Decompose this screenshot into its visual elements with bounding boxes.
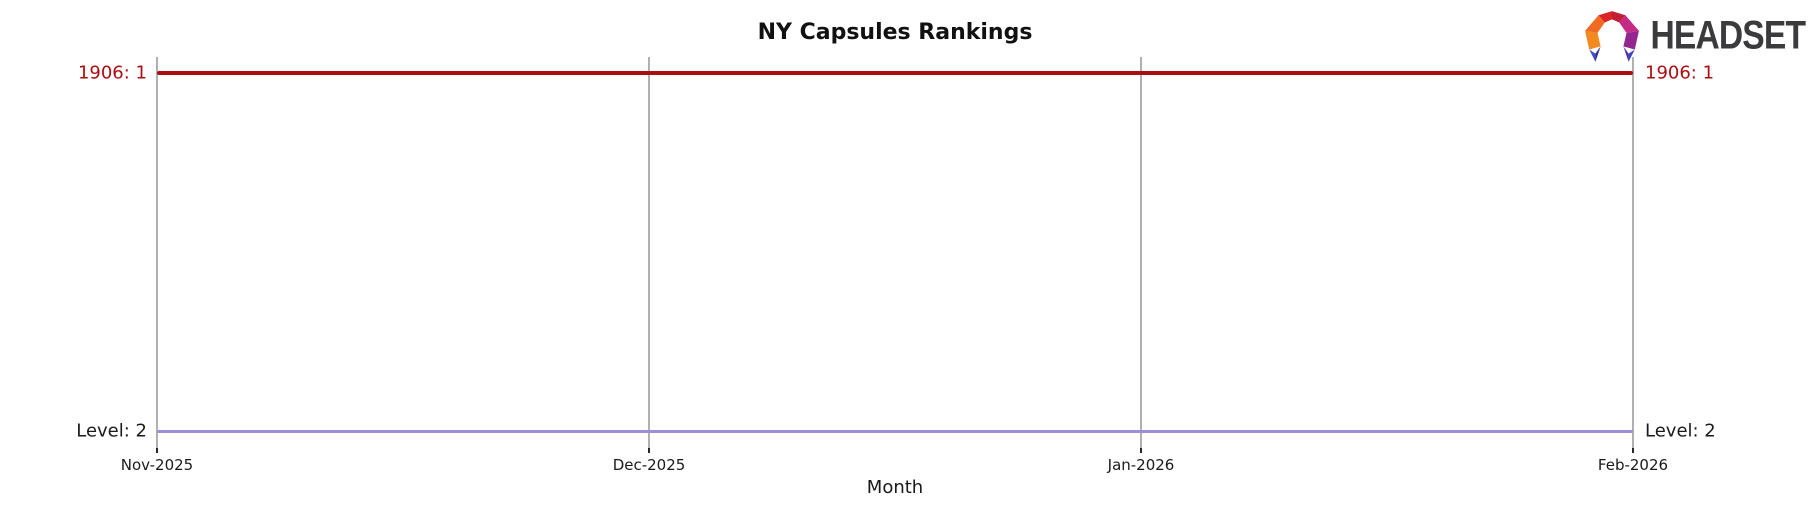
- headset-logo: HEADSET: [1583, 8, 1806, 64]
- chart-title: NY Capsules Rankings: [757, 20, 1033, 45]
- series-label-right-1906: 1906: 1: [1645, 62, 1715, 84]
- gridline-Jan-2026: [1140, 57, 1142, 448]
- x-tick-label-Jan-2026: Jan-2026: [1107, 456, 1175, 474]
- x-tick-Feb-2026: [1632, 448, 1634, 453]
- series-label-left-1906: 1906: 1: [77, 62, 147, 84]
- x-tick-Dec-2025: [648, 448, 650, 453]
- gridline-Dec-2025: [648, 57, 650, 448]
- x-tick-label-Dec-2025: Dec-2025: [612, 456, 686, 474]
- headset-logo-icon: [1585, 11, 1639, 62]
- series-label-left-Level: Level: 2: [76, 420, 147, 442]
- series-line-Level: [157, 429, 1633, 433]
- x-axis-label: Month: [866, 477, 924, 498]
- x-tick-Jan-2026: [1140, 448, 1142, 453]
- x-tick-label-Feb-2026: Feb-2026: [1597, 456, 1669, 474]
- x-tick-label-Nov-2025: Nov-2025: [120, 456, 194, 474]
- gridline-Feb-2026: [1632, 57, 1634, 448]
- series-line-1906: [157, 71, 1633, 75]
- x-tick-Nov-2025: [156, 448, 158, 453]
- gridline-Nov-2025: [156, 57, 158, 448]
- headset-logo-text: HEADSET: [1650, 13, 1806, 58]
- series-label-right-Level: Level: 2: [1645, 420, 1716, 442]
